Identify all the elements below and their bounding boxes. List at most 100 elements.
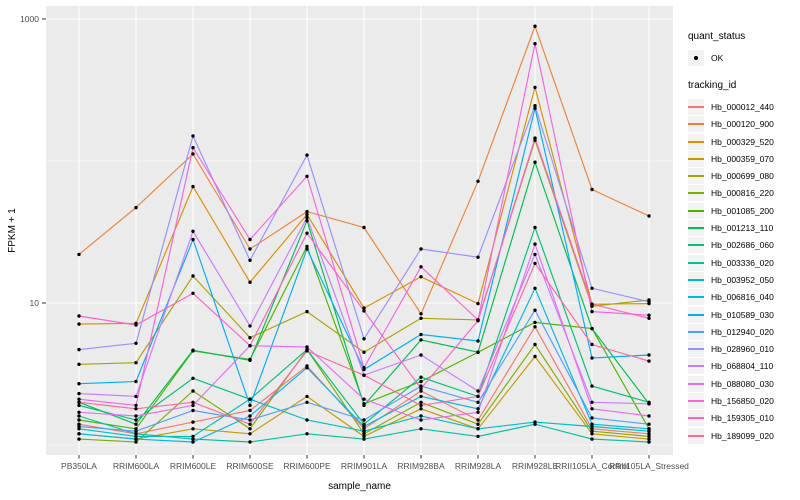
legend-item-ok[interactable]: OK — [688, 49, 800, 66]
data-point — [305, 153, 309, 157]
data-point — [476, 179, 480, 183]
legend-item-Hb_000699_080[interactable]: Hb_000699_080 — [688, 167, 800, 185]
data-point — [248, 422, 252, 426]
y-tick-label: 1000 — [20, 14, 39, 24]
data-point — [590, 422, 594, 426]
legend-item-Hb_068804_110[interactable]: Hb_068804_110 — [688, 358, 800, 375]
data-point — [305, 219, 309, 223]
legend-item-Hb_002686_060[interactable]: Hb_002686_060 — [688, 237, 800, 254]
legend-item-Hb_000329_520[interactable]: Hb_000329_520 — [688, 133, 800, 150]
data-point — [191, 291, 195, 295]
legend-item-Hb_010589_030[interactable]: Hb_010589_030 — [688, 306, 800, 323]
legend-item-Hb_003336_020[interactable]: Hb_003336_020 — [688, 254, 800, 271]
data-point — [533, 354, 537, 359]
data-point — [134, 422, 138, 426]
data-point — [533, 308, 537, 312]
data-point — [647, 214, 651, 218]
data-point — [419, 332, 423, 337]
data-point — [533, 320, 537, 325]
legend-item-Hb_189099_020[interactable]: Hb_189099_020 — [688, 427, 800, 444]
legend-item-Hb_028960_010[interactable]: Hb_028960_010 — [688, 340, 800, 358]
data-point — [590, 302, 594, 306]
data-point — [533, 420, 537, 424]
data-point — [476, 400, 480, 404]
data-point — [590, 309, 594, 314]
data-point — [134, 394, 138, 399]
legend-series-label: Hb_012940_020 — [711, 326, 774, 337]
panel-background — [46, 6, 673, 455]
data-point — [134, 427, 138, 431]
legend-series-label: Hb_001085_200 — [711, 205, 774, 216]
legend-item-Hb_156850_020[interactable]: Hb_156850_020 — [688, 392, 800, 409]
data-point — [77, 252, 81, 257]
series-color-key-icon — [688, 202, 704, 219]
data-point — [476, 434, 480, 439]
legend-item-Hb_088080_030[interactable]: Hb_088080_030 — [688, 375, 800, 392]
data-point — [647, 300, 651, 304]
legend-item-Hb_001085_200[interactable]: Hb_001085_200 — [688, 202, 800, 219]
legend-item-Hb_001213_110[interactable]: Hb_001213_110 — [688, 219, 800, 237]
data-point — [362, 434, 366, 439]
legend-item-Hb_012940_020[interactable]: Hb_012940_020 — [688, 323, 800, 340]
series-color-key-icon — [688, 358, 704, 375]
data-point — [77, 322, 81, 326]
x-tick-label: RRIM600LE — [170, 461, 217, 471]
data-point — [419, 265, 423, 269]
series-color-key-icon — [688, 185, 704, 202]
data-point — [533, 85, 537, 90]
data-point — [305, 418, 309, 422]
data-point — [590, 326, 594, 331]
data-point — [533, 261, 537, 266]
data-point — [362, 373, 366, 377]
data-point — [533, 160, 537, 164]
data-point — [419, 375, 423, 379]
ok-point-icon — [688, 49, 704, 66]
x-tick-label: RRIM928LA — [455, 461, 502, 471]
data-point — [248, 280, 252, 284]
data-point — [647, 414, 651, 418]
data-point — [191, 389, 195, 393]
data-point — [77, 314, 81, 318]
data-point — [419, 338, 423, 342]
legend-item-Hb_003952_050[interactable]: Hb_003952_050 — [688, 271, 800, 288]
data-point — [134, 205, 138, 210]
legend-item-Hb_000816_220[interactable]: Hb_000816_220 — [688, 185, 800, 202]
legend-quant-status-title: quant_status — [688, 31, 746, 42]
data-point — [134, 341, 138, 345]
data-point — [191, 152, 195, 156]
x-tick-label: RRIM928BA — [397, 461, 445, 471]
legend-series-label: Hb_159305_010 — [711, 413, 774, 424]
data-point — [248, 247, 252, 251]
data-point — [77, 391, 81, 396]
series-color-key-icon — [688, 116, 704, 133]
data-point — [191, 408, 195, 413]
data-point — [191, 376, 195, 380]
data-point — [647, 434, 651, 439]
legend-item-Hb_006816_040[interactable]: Hb_006816_040 — [688, 289, 800, 306]
data-point — [191, 440, 195, 444]
data-point — [647, 422, 651, 426]
legend-item-Hb_000120_900[interactable]: Hb_000120_900 — [688, 116, 800, 133]
data-point — [419, 400, 423, 404]
data-point — [134, 432, 138, 436]
x-tick-label: RRII105LA_Stressed — [609, 461, 689, 471]
data-point — [476, 410, 480, 414]
data-point — [419, 386, 423, 391]
legend-item-Hb_000012_440[interactable]: Hb_000012_440 — [688, 98, 800, 115]
series-color-key-icon — [688, 98, 704, 115]
data-point — [191, 237, 195, 242]
data-point — [533, 342, 537, 347]
legend-item-Hb_000359_070[interactable]: Hb_000359_070 — [688, 150, 800, 167]
data-point — [590, 342, 594, 347]
data-point — [419, 312, 423, 316]
legend-series-label: Hb_088080_030 — [711, 378, 774, 389]
data-point — [533, 136, 537, 140]
data-point — [533, 286, 537, 290]
data-point — [419, 427, 423, 431]
series-color-key-icon — [688, 306, 704, 323]
data-point — [419, 403, 423, 408]
data-point — [305, 400, 309, 404]
data-point — [305, 432, 309, 436]
legend-item-Hb_159305_010[interactable]: Hb_159305_010 — [688, 410, 800, 427]
legend-ok-label: OK — [711, 52, 724, 63]
